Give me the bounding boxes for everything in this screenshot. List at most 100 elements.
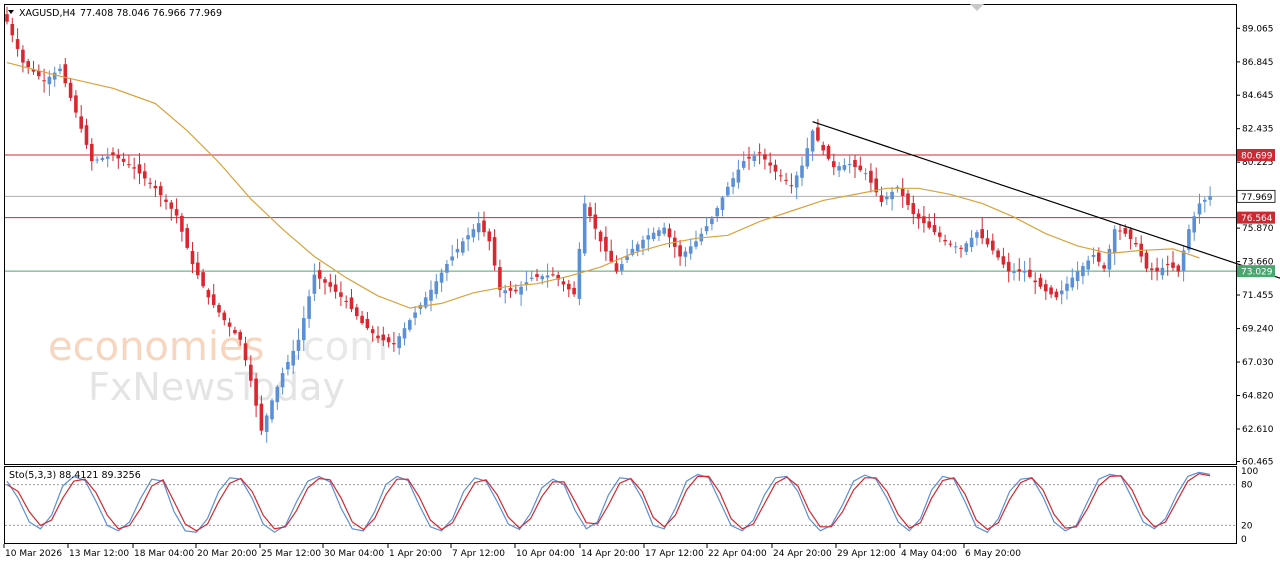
candle-body: [450, 256, 454, 261]
stoch-title: Sto(5,3,3) 88.4121 89.3256: [9, 470, 141, 481]
candle-body: [731, 178, 735, 187]
x-tick-label: 18 Mar 04:00: [134, 549, 194, 559]
candle-body: [328, 282, 333, 287]
candle-body: [455, 248, 460, 253]
candle-body: [1208, 196, 1212, 200]
candle-body: [1001, 256, 1006, 265]
candle-body: [386, 337, 391, 343]
candle-body: [561, 281, 566, 285]
candle-body: [270, 400, 274, 420]
candle-body: [201, 272, 205, 287]
candle-body: [842, 165, 847, 170]
x-tick-label: 24 Apr 20:00: [773, 549, 832, 559]
candle-body: [312, 274, 317, 294]
candle-body: [635, 244, 640, 252]
y-tick-label: 82.435: [1242, 125, 1274, 135]
candle-body: [190, 251, 195, 265]
moving-average-line[interactable]: [6, 62, 1200, 309]
candle-body: [832, 161, 836, 168]
candle-body: [423, 297, 428, 308]
candle-body: [264, 415, 269, 432]
candle-body: [1107, 248, 1112, 270]
x-tick-label: 4 May 04:00: [901, 549, 957, 559]
candle-body: [514, 289, 518, 292]
candle-body: [773, 164, 778, 172]
triangle-down-icon[interactable]: [8, 10, 14, 14]
candle-body: [551, 274, 555, 276]
candle-body: [1192, 216, 1196, 233]
candle-body: [826, 145, 831, 159]
candle-body: [31, 69, 36, 72]
candle-body: [1075, 271, 1080, 282]
candle-body: [1176, 265, 1181, 272]
candle-body: [21, 49, 25, 63]
candle-body: [980, 229, 984, 239]
candle-body: [662, 227, 666, 234]
candle-body: [651, 232, 656, 239]
y-tick-label: 75.870: [1242, 224, 1274, 234]
x-tick-label: 10 Apr 04:00: [516, 549, 575, 559]
candle-body: [355, 307, 359, 317]
candle-body: [275, 386, 280, 403]
candle-body: [121, 158, 126, 162]
candle-body: [349, 297, 354, 309]
chart-shift-marker-icon[interactable]: [970, 4, 984, 11]
y-tick-label: 69.240: [1242, 325, 1274, 335]
candle-body: [609, 250, 613, 262]
candle-body: [1128, 229, 1133, 240]
stoch-series-main: [6, 471, 1211, 533]
candle-body: [492, 237, 497, 266]
candle-body: [1160, 267, 1165, 276]
candle-body: [249, 364, 253, 381]
candle-body: [704, 226, 709, 232]
candle-body: [291, 350, 295, 366]
candle-body: [943, 239, 947, 242]
candle-body: [768, 162, 772, 166]
candle-body: [911, 203, 916, 215]
candle-body: [503, 290, 507, 294]
candle-body: [466, 235, 470, 240]
candle-body: [143, 171, 147, 179]
main-pane-border: [4, 4, 1237, 465]
candle-body: [1054, 291, 1059, 298]
candle-body: [694, 241, 698, 247]
candle-body: [164, 199, 168, 202]
stoch-y-tick-label: 0: [1241, 535, 1247, 545]
candle-body: [63, 64, 68, 84]
candle-body: [137, 164, 142, 174]
candle-body: [1197, 203, 1202, 215]
candle-body: [84, 125, 89, 145]
level-label-box: [1237, 211, 1275, 224]
candle-body: [794, 175, 799, 188]
x-tick-label: 1 Apr 20:00: [389, 549, 442, 559]
candle-body: [1102, 265, 1106, 269]
candle-body: [280, 373, 285, 388]
level-label-box: [1237, 265, 1275, 278]
candle-body: [376, 335, 380, 339]
candle-body: [211, 294, 216, 305]
candle-body: [567, 283, 571, 290]
candle-body: [47, 76, 52, 85]
current-price-label-box: [1236, 189, 1276, 203]
candle-body: [243, 343, 248, 361]
candle-body: [593, 214, 598, 229]
candle-body: [90, 143, 94, 162]
candle-body: [863, 173, 868, 175]
candle-body: [317, 270, 322, 279]
candle-body: [582, 203, 587, 254]
candle-body: [174, 209, 179, 216]
candle-body: [879, 195, 884, 202]
candle-body: [779, 175, 783, 177]
candle-body: [922, 216, 926, 224]
candle-body: [641, 239, 645, 249]
candle-body: [1144, 252, 1149, 269]
candle-body: [508, 288, 513, 291]
candle-body: [286, 362, 290, 370]
candle-body: [1181, 250, 1186, 271]
candle-body: [52, 72, 57, 80]
stoch-y-tick-label: 80: [1241, 481, 1253, 491]
y-tick-label: 73.660: [1242, 258, 1274, 268]
trend-line[interactable]: [812, 121, 1280, 308]
candle-body: [392, 343, 396, 345]
candle-body: [339, 292, 343, 297]
